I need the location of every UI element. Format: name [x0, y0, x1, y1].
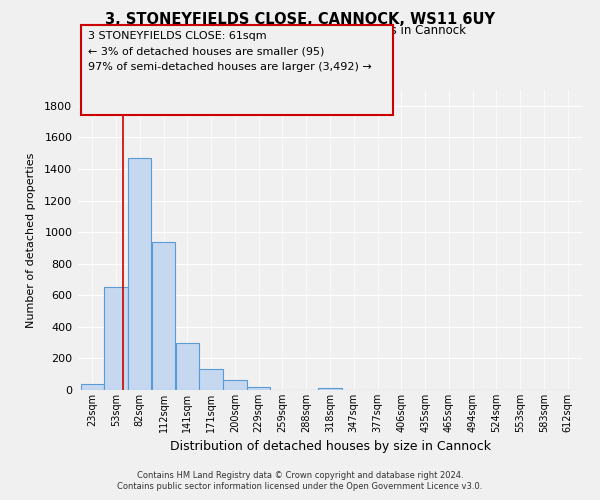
Bar [223, 380, 247, 390]
X-axis label: Distribution of detached houses by size in Cannock: Distribution of detached houses by size … [170, 440, 491, 454]
Bar [199, 370, 223, 390]
Bar [152, 242, 175, 390]
Text: Size of property relative to detached houses in Cannock: Size of property relative to detached ho… [134, 24, 466, 37]
Text: Contains public sector information licensed under the Open Government Licence v3: Contains public sector information licen… [118, 482, 482, 491]
Bar [247, 387, 271, 390]
Bar [104, 288, 128, 390]
Bar [176, 344, 199, 390]
Text: 3 STONEYFIELDS CLOSE: 61sqm
← 3% of detached houses are smaller (95)
97% of semi: 3 STONEYFIELDS CLOSE: 61sqm ← 3% of deta… [88, 31, 372, 72]
Y-axis label: Number of detached properties: Number of detached properties [26, 152, 36, 328]
Bar [319, 388, 341, 390]
Text: 3, STONEYFIELDS CLOSE, CANNOCK, WS11 6UY: 3, STONEYFIELDS CLOSE, CANNOCK, WS11 6UY [105, 12, 495, 28]
Text: Contains HM Land Registry data © Crown copyright and database right 2024.: Contains HM Land Registry data © Crown c… [137, 471, 463, 480]
Bar [128, 158, 151, 390]
Bar [80, 384, 104, 390]
